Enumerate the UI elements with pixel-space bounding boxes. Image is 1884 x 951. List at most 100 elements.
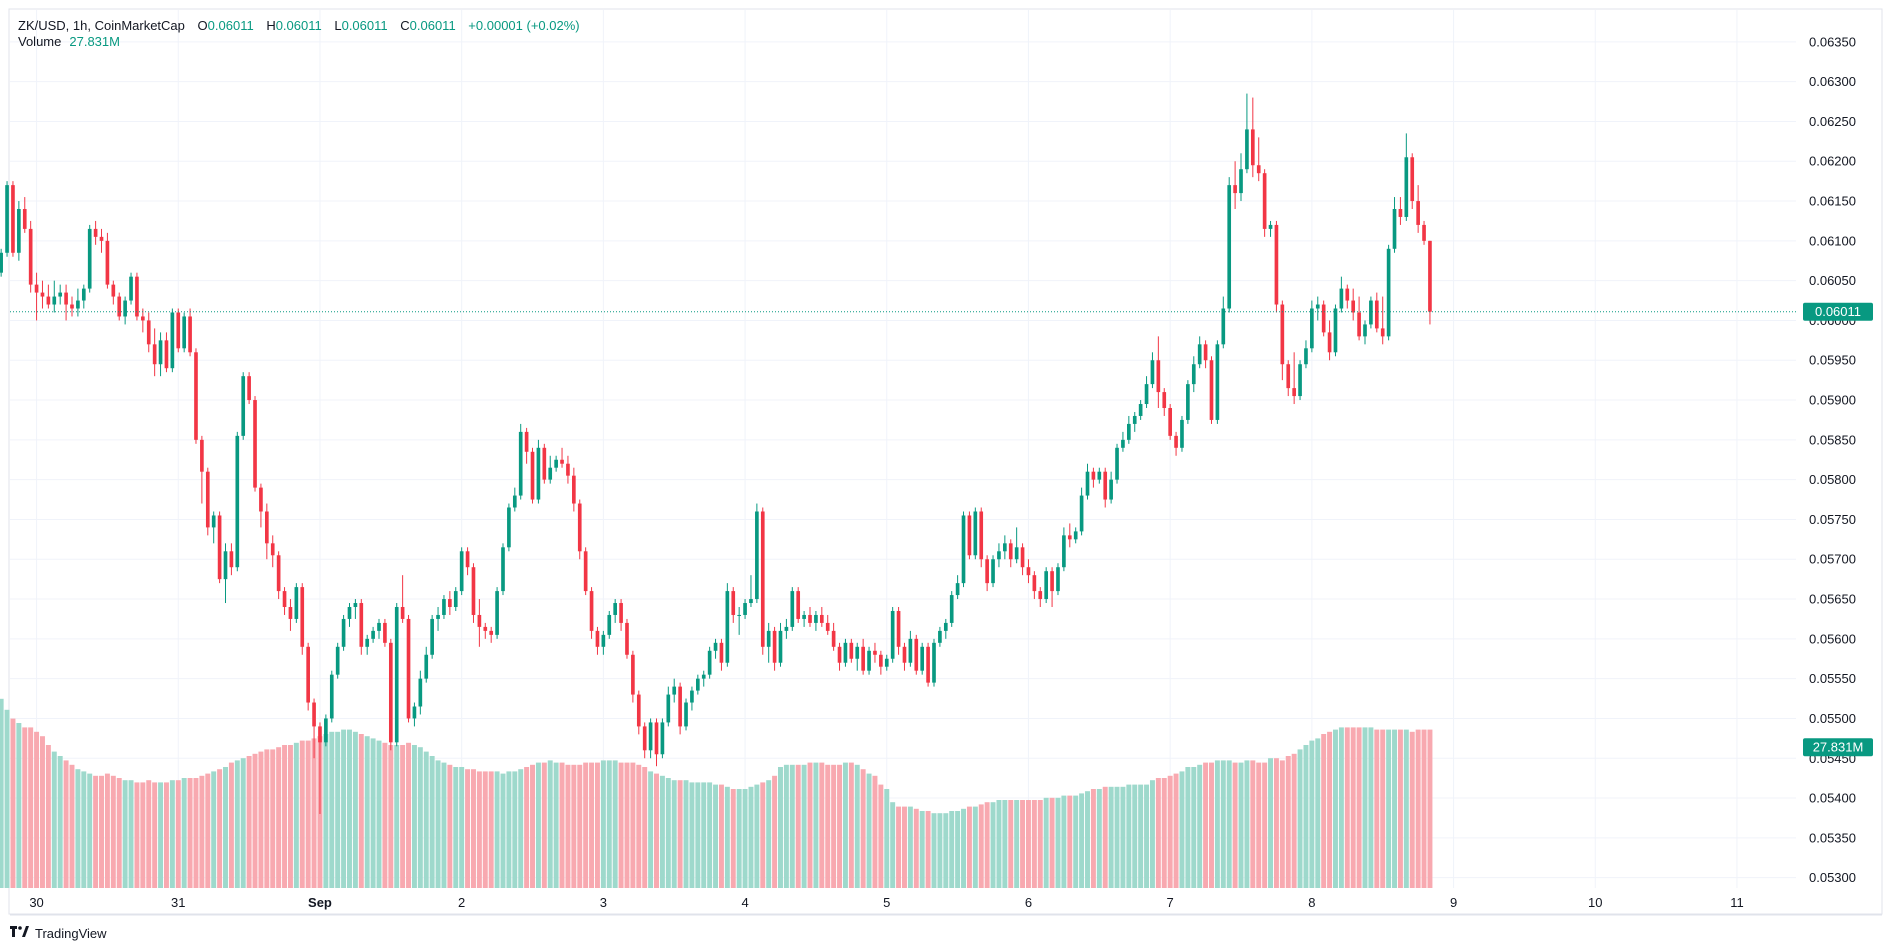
- tradingview-logo-icon: [10, 926, 30, 941]
- volume-bar: [1244, 760, 1250, 888]
- volume-bar: [500, 773, 506, 888]
- volume-bar: [158, 782, 164, 888]
- volume-bar: [1209, 762, 1214, 888]
- time-tick-label: 31: [171, 895, 185, 910]
- volume-bar: [1132, 784, 1138, 888]
- candle-body: [920, 646, 925, 671]
- volume-bar: [1144, 784, 1150, 888]
- open-value: 0.06011: [207, 18, 254, 33]
- candle-body: [725, 591, 730, 663]
- candle-body: [229, 551, 234, 568]
- volume-bar: [1250, 760, 1256, 888]
- volume-bar: [689, 782, 695, 888]
- candle-body: [678, 686, 682, 727]
- volume-bar: [665, 778, 671, 888]
- volume-bar: [1397, 729, 1403, 888]
- candle-body: [205, 471, 210, 528]
- volume-bar: [1415, 729, 1421, 888]
- candle-body: [146, 320, 151, 345]
- candle-body: [1109, 479, 1113, 500]
- volume-bar: [671, 780, 677, 888]
- volume-bar: [931, 813, 937, 888]
- volume-bar: [1309, 740, 1315, 888]
- volume-bar: [1238, 762, 1244, 888]
- volume-bar: [583, 762, 589, 888]
- volume-bar: [459, 767, 465, 888]
- candle-body: [766, 630, 771, 647]
- volume-bar: [907, 806, 913, 888]
- candle-body: [1203, 344, 1208, 361]
- candle-body: [1162, 392, 1167, 409]
- tradingview-branding[interactable]: TradingView: [10, 926, 107, 941]
- candle-body: [276, 555, 281, 592]
- volume-bar: [872, 775, 878, 888]
- candle-body: [282, 591, 287, 608]
- volume-bar: [1421, 729, 1427, 888]
- candle-body: [288, 607, 293, 619]
- candle-body: [1333, 308, 1338, 353]
- candle-body: [1191, 364, 1196, 385]
- last-price-badge: [1803, 302, 1873, 321]
- price-tick-label: 0.05750: [1809, 512, 1856, 527]
- candle-body: [825, 622, 830, 631]
- candle-body: [64, 292, 68, 305]
- candle-body: [1103, 471, 1108, 500]
- volume-bar: [1031, 800, 1037, 888]
- candle-body: [105, 240, 110, 285]
- volume-bar: [831, 764, 837, 888]
- candle-body: [1268, 224, 1273, 229]
- volume-bar: [234, 760, 240, 888]
- candle-body: [164, 340, 169, 369]
- price-tick-label: 0.05900: [1809, 393, 1856, 408]
- volume-bar: [1338, 727, 1344, 888]
- candle-body: [28, 228, 33, 285]
- candle-body: [359, 603, 364, 647]
- volume-bar: [140, 782, 146, 888]
- volume-bar: [1185, 767, 1191, 888]
- volume-bar: [93, 775, 99, 888]
- symbol-title[interactable]: ZK/USD, 1h, CoinMarketCap: [18, 18, 185, 33]
- volume-bar: [642, 767, 648, 888]
- candle-body: [211, 515, 216, 528]
- volume-bar: [193, 778, 199, 888]
- volume-bar: [1303, 745, 1309, 888]
- volume-bar: [606, 760, 612, 888]
- candle-body: [194, 352, 198, 440]
- candle-body: [1304, 348, 1308, 365]
- price-tick-label: 0.05650: [1809, 592, 1856, 607]
- candle-body: [353, 603, 358, 608]
- candle-body: [223, 551, 228, 580]
- volume-bar: [1014, 800, 1020, 888]
- candle-body: [943, 622, 948, 631]
- volume-bar: [736, 789, 742, 888]
- candle-body: [1156, 360, 1161, 393]
- price-tick-label: 0.05850: [1809, 432, 1856, 447]
- volume-bar: [122, 780, 128, 888]
- candle-body: [955, 583, 960, 596]
- volume-label[interactable]: Volume: [18, 34, 62, 49]
- volume-bar: [447, 764, 453, 888]
- volume-bar: [34, 731, 40, 888]
- volume-bar: [81, 771, 87, 888]
- candle-body: [1345, 288, 1350, 301]
- candle-body: [347, 607, 352, 619]
- candle-body: [424, 654, 429, 679]
- volume-bar: [169, 780, 175, 888]
- volume-bar: [695, 782, 701, 888]
- volume-bar: [896, 806, 902, 888]
- volume-bar: [494, 771, 500, 888]
- candle-body: [831, 630, 836, 647]
- volume-bar: [1214, 760, 1220, 888]
- candle-body: [560, 459, 564, 464]
- volume-bar: [624, 762, 630, 888]
- candle-body: [412, 706, 417, 719]
- volume-bar: [1273, 758, 1279, 888]
- time-tick-label: 3: [600, 895, 607, 910]
- volume-bar: [199, 775, 205, 888]
- candle-body: [241, 376, 246, 436]
- volume-bar: [134, 782, 140, 888]
- volume-bar: [470, 769, 476, 888]
- candle-body: [1180, 419, 1184, 448]
